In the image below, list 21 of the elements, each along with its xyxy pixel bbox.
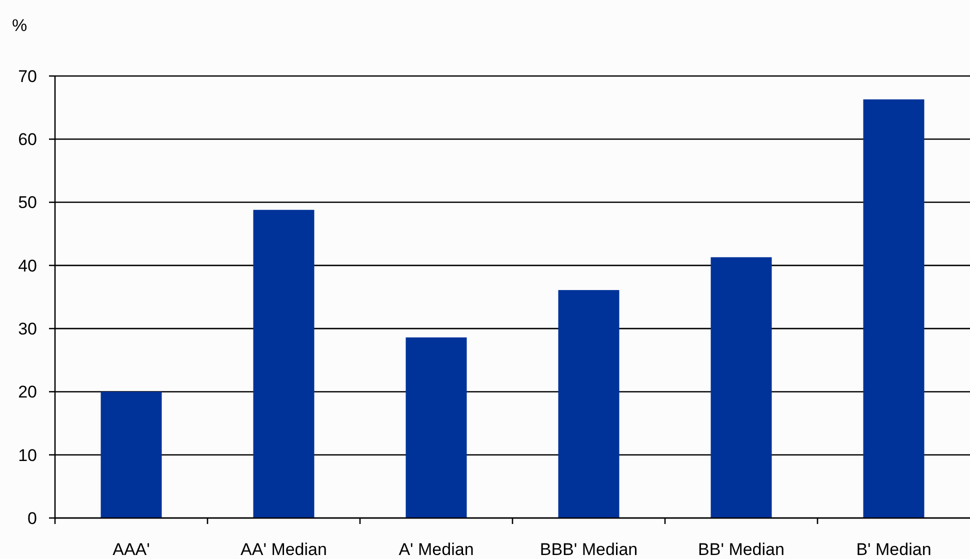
y-tick-label: 30 bbox=[18, 320, 37, 339]
bar bbox=[253, 210, 314, 518]
x-tick-label: A' Median bbox=[398, 540, 474, 559]
x-tick-label: B' Median bbox=[856, 540, 932, 559]
y-tick-label: 40 bbox=[18, 256, 37, 276]
y-tick-label: 0 bbox=[28, 508, 37, 528]
bar bbox=[558, 290, 620, 518]
y-tick-label: 70 bbox=[18, 66, 37, 86]
x-tick-label: AAA' bbox=[112, 540, 150, 559]
y-tick-label: 60 bbox=[18, 130, 37, 150]
bar bbox=[100, 392, 162, 518]
x-tick-label: BB' Median bbox=[698, 540, 784, 559]
bar bbox=[863, 99, 924, 518]
y-tick-label: 20 bbox=[18, 382, 37, 402]
y-tick-label: 50 bbox=[18, 193, 37, 212]
y-tick-label: 10 bbox=[18, 446, 37, 465]
y-axis-title: % bbox=[12, 16, 28, 35]
bar bbox=[710, 257, 772, 518]
x-tick-label: AA' Median bbox=[240, 540, 327, 559]
bar bbox=[406, 337, 467, 518]
x-tick-label: BBB' Median bbox=[540, 540, 638, 559]
